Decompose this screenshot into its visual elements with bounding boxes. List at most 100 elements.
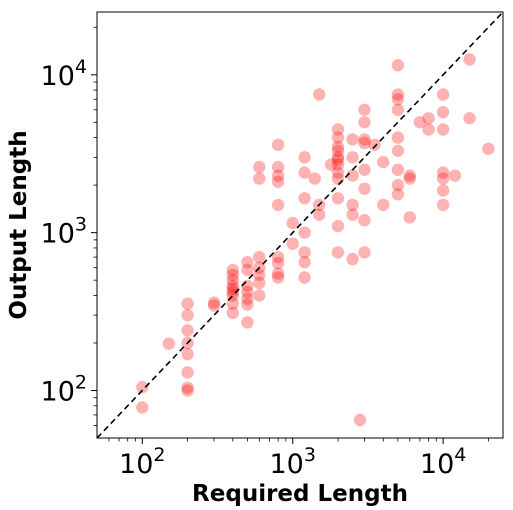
data-point xyxy=(241,256,254,269)
data-point xyxy=(377,198,390,212)
data-point xyxy=(181,384,194,397)
y-tick-label: 104 xyxy=(41,56,87,92)
data-point xyxy=(271,169,285,182)
data-point xyxy=(358,163,371,176)
data-point xyxy=(253,160,266,174)
data-point xyxy=(286,237,299,250)
reference-line-y-equals-x xyxy=(96,11,504,439)
data-point xyxy=(463,53,476,66)
data-point xyxy=(358,116,371,129)
plot-area-frame xyxy=(96,11,504,439)
x-tick-label: 102 xyxy=(119,444,165,480)
data-point xyxy=(436,184,450,197)
data-point xyxy=(162,337,175,350)
data-point xyxy=(331,153,345,166)
x-tick-label: 104 xyxy=(420,444,466,480)
data-point xyxy=(181,297,194,310)
data-point xyxy=(313,208,326,221)
data-point xyxy=(391,163,405,176)
data-point xyxy=(298,256,311,269)
data-point xyxy=(298,166,311,179)
data-point xyxy=(331,192,345,205)
data-point xyxy=(358,136,371,150)
data-point xyxy=(298,226,311,239)
data-point xyxy=(391,103,405,117)
data-point xyxy=(324,158,338,171)
data-point xyxy=(226,285,239,299)
data-point xyxy=(436,88,450,101)
data-point xyxy=(346,208,359,221)
data-point xyxy=(331,158,345,171)
data-point xyxy=(331,151,345,164)
data-point xyxy=(207,299,221,312)
data-point xyxy=(181,309,194,322)
data-point xyxy=(181,347,194,361)
data-point xyxy=(346,169,359,182)
data-point xyxy=(181,381,194,394)
data-point xyxy=(241,316,254,329)
data-point xyxy=(136,380,149,394)
data-point xyxy=(226,274,239,287)
data-point xyxy=(358,246,371,259)
data-point xyxy=(286,216,299,230)
data-point xyxy=(377,155,390,169)
data-point xyxy=(391,88,405,101)
data-point xyxy=(226,268,239,282)
data-point xyxy=(346,198,359,212)
data-point xyxy=(226,279,239,293)
points-layer xyxy=(136,53,495,427)
data-point xyxy=(413,116,426,129)
data-point xyxy=(331,144,345,157)
data-point xyxy=(271,160,285,174)
data-point xyxy=(403,211,416,224)
data-point xyxy=(136,401,149,414)
y-tick-label: 103 xyxy=(41,214,87,250)
data-point xyxy=(436,166,450,179)
data-point xyxy=(226,263,239,277)
data-point xyxy=(358,133,371,146)
y-tick-label: 102 xyxy=(41,371,87,407)
data-point xyxy=(331,246,345,259)
data-point xyxy=(346,133,359,146)
data-point xyxy=(331,219,345,233)
data-point xyxy=(226,306,239,320)
data-point xyxy=(241,285,254,299)
data-point xyxy=(436,106,450,119)
data-point xyxy=(181,324,194,337)
data-point xyxy=(271,175,285,188)
data-point xyxy=(331,166,345,179)
data-point xyxy=(181,366,194,379)
data-point xyxy=(353,413,367,427)
data-point xyxy=(391,131,405,144)
data-point xyxy=(358,182,371,195)
data-point xyxy=(482,142,495,155)
data-point xyxy=(436,172,450,185)
data-point xyxy=(436,123,450,136)
data-point xyxy=(241,292,254,306)
data-point xyxy=(368,138,381,151)
data-point xyxy=(271,198,285,212)
data-point xyxy=(271,257,285,270)
data-point xyxy=(226,297,239,310)
data-point xyxy=(271,267,285,280)
x-axis-title: Required Length xyxy=(192,481,408,507)
data-point xyxy=(422,112,435,125)
data-point xyxy=(422,123,435,136)
data-point xyxy=(463,112,476,125)
data-point xyxy=(253,289,266,302)
data-point xyxy=(271,250,285,264)
data-point xyxy=(253,276,266,290)
data-point xyxy=(391,178,405,192)
data-point xyxy=(391,144,405,157)
data-point xyxy=(298,151,311,164)
data-point xyxy=(358,214,371,227)
data-point xyxy=(331,131,345,144)
data-point xyxy=(346,252,359,266)
data-point xyxy=(298,246,311,259)
data-point xyxy=(253,250,266,264)
data-point xyxy=(271,271,285,284)
data-point xyxy=(241,263,254,277)
data-point xyxy=(207,296,221,309)
data-point xyxy=(271,138,285,151)
